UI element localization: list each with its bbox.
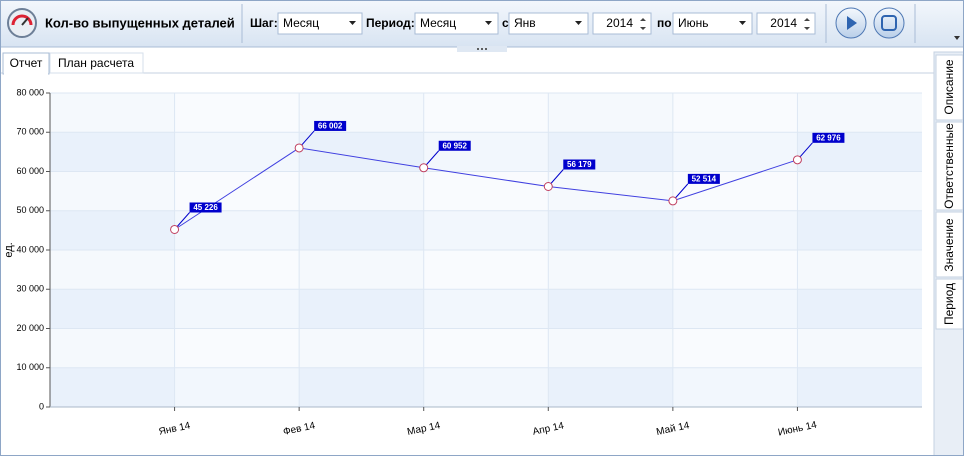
y-tick-label: 60 000 [16, 166, 44, 176]
step-value: Месяц [283, 16, 319, 30]
row-stripe [50, 250, 922, 290]
tab-label: Отчет [10, 56, 43, 70]
value-label: 66 002 [318, 122, 343, 131]
point-marker [294, 143, 304, 153]
from-label: с [502, 16, 509, 30]
value-label: 56 179 [567, 160, 592, 169]
row-stripe [50, 93, 922, 133]
to-year: 2014 [770, 16, 797, 30]
step-combo[interactable] [277, 12, 363, 35]
point-marker [170, 224, 180, 234]
y-tick-label: 10 000 [16, 362, 44, 372]
side-tab[interactable] [935, 211, 964, 278]
grip-dot [485, 48, 487, 50]
run-icon [847, 16, 857, 30]
side-tab-label: Период [942, 283, 956, 325]
point-marker [419, 163, 429, 173]
combo-arrow [349, 21, 356, 25]
value-label-box [812, 132, 845, 143]
value-label-box [314, 120, 347, 131]
toolbar-menu-arrow[interactable] [954, 36, 960, 40]
grip-dot [481, 48, 483, 50]
value-label-box [687, 173, 720, 184]
grip-dot [477, 48, 479, 50]
y-tick-label: 70 000 [16, 127, 44, 137]
combo-arrow [575, 21, 582, 25]
period-label: Период: [366, 16, 415, 30]
value-label: 45 226 [193, 203, 218, 212]
refresh-icon [881, 15, 897, 31]
spin-arrows [804, 18, 810, 30]
y-tick-label: 40 000 [16, 244, 44, 254]
value-label: 52 514 [692, 174, 717, 183]
value-label-box [438, 140, 471, 151]
combo-arrow [485, 21, 492, 25]
y-tick-label: 0 [39, 401, 44, 411]
app-icon-needle [21, 17, 29, 26]
value-label: 60 952 [442, 141, 467, 150]
value-label-box [189, 202, 222, 213]
step-label: Шаг: [250, 16, 278, 30]
period-combo[interactable] [414, 12, 499, 35]
to-month-combo[interactable] [672, 12, 753, 35]
y-tick-label: 50 000 [16, 205, 44, 215]
tab-label: План расчета [58, 56, 134, 70]
period-value: Месяц [420, 16, 456, 30]
value-label: 62 976 [816, 133, 841, 142]
y-tick-label: 30 000 [16, 284, 44, 294]
chart: ед. 0 10 000 20 000 30 000 40 000 50 000 60 00… [3, 87, 922, 439]
to-month: Июнь [678, 16, 709, 30]
y-tick-label: 80 000 [16, 87, 44, 97]
point-marker [668, 196, 678, 206]
app-icon-dial [11, 14, 33, 26]
point-marker [792, 155, 802, 165]
value-label-box [563, 159, 596, 170]
series-line [174, 147, 798, 230]
side-tab-label: Описание [942, 59, 956, 115]
app-icon [7, 8, 37, 38]
y-axis-label: ед. [3, 242, 15, 257]
spin-arrows [640, 18, 646, 30]
point-marker [543, 181, 553, 191]
from-year: 2014 [606, 16, 633, 30]
to-label: по [657, 16, 672, 30]
tab[interactable] [49, 52, 144, 74]
from-month: Янв [514, 16, 536, 30]
report-title: Кол-во выпущенных деталей [45, 15, 235, 30]
side-tab-label: Ответственные [942, 123, 956, 209]
tab-join [4, 72, 48, 75]
to-year-spin[interactable] [756, 12, 816, 35]
refresh-button[interactable] [873, 7, 905, 39]
combo-arrow [739, 21, 746, 25]
side-tab[interactable] [935, 278, 964, 330]
side-tab[interactable] [935, 54, 964, 121]
y-tick-label: 20 000 [16, 323, 44, 333]
row-stripe [50, 328, 922, 368]
side-tab-label: Значение [942, 218, 956, 272]
from-year-spin[interactable] [592, 12, 652, 35]
from-month-combo[interactable] [508, 12, 589, 35]
